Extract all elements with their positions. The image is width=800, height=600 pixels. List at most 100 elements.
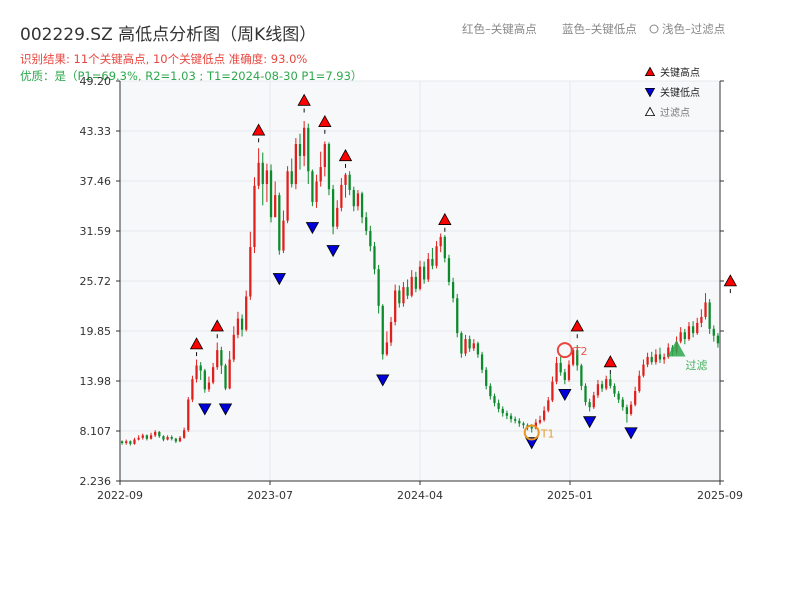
annotation-ring: [556, 342, 573, 359]
annotation-label: 过滤: [686, 359, 708, 372]
candle-body: [240, 318, 244, 330]
key-low-marker: [272, 273, 286, 286]
candle-body: [220, 350, 223, 366]
candle-body: [691, 326, 695, 334]
candle-body: [418, 266, 422, 289]
candle-body: [274, 195, 277, 218]
candle-body: [286, 171, 289, 221]
y-tick-label: 8.107: [80, 425, 112, 438]
candle-body: [402, 287, 405, 304]
key-high-marker: [570, 319, 584, 332]
candle-body: [356, 193, 360, 207]
candle-body: [654, 354, 657, 363]
candle-body: [480, 354, 484, 370]
candle-body: [563, 372, 566, 380]
key-high-marker: [189, 337, 204, 350]
candle-body: [547, 400, 550, 411]
candle-body: [530, 426, 533, 429]
hint-blue-text: 蓝色–关键低点: [562, 22, 637, 36]
candle-body: [154, 431, 157, 436]
candle-body: [551, 381, 554, 401]
candle-body: [336, 207, 339, 227]
x-tick-label: 2025-01: [547, 489, 593, 502]
candle-body: [331, 189, 335, 227]
candle-body: [476, 343, 480, 355]
y-tick-label: 49.20: [80, 75, 112, 88]
candle-body: [625, 407, 629, 415]
candle-body: [257, 162, 260, 186]
key-low-marker: [305, 222, 320, 235]
candle-body: [543, 410, 546, 420]
hint-red-text: 红色–关键高点: [462, 22, 537, 36]
candle-body: [534, 422, 537, 429]
key-high-marker: [438, 212, 452, 225]
candle-body: [207, 382, 211, 390]
candle-body: [716, 335, 720, 344]
candle-body: [162, 436, 165, 440]
key-low-marker: [624, 427, 638, 440]
candle-body: [323, 144, 326, 168]
key-high-marker: [210, 319, 224, 332]
recognition-result-text: 识别结果: 11个关键高点, 10个关键低点 准确度: 93.0%: [20, 52, 307, 66]
candle-body: [704, 302, 707, 317]
candle-body: [617, 393, 620, 400]
key-low-marker: [376, 374, 390, 387]
candle-body: [497, 402, 500, 409]
candle-body: [559, 362, 562, 373]
annotation-ring: [523, 424, 540, 441]
key-low-marker: [326, 245, 340, 258]
candle-body: [216, 350, 219, 368]
candle-body: [315, 181, 318, 202]
key-high-marker: [723, 274, 738, 287]
candle-body: [141, 435, 144, 438]
key-high-marker: [318, 114, 332, 128]
key-high-marker: [297, 93, 311, 106]
candle-body: [638, 375, 641, 392]
candle-body: [667, 347, 670, 357]
key-low-marker: [218, 403, 233, 416]
candle-body: [451, 282, 455, 299]
candle-body: [129, 441, 132, 444]
key-high-marker: [603, 355, 618, 368]
annotations: T1 T2 过滤: [523, 342, 708, 441]
candle-body: [307, 127, 310, 172]
x-tick-label: 2023-07: [247, 489, 293, 502]
x-tick-label: 2022-09: [97, 489, 143, 502]
annotation-label: T1: [540, 428, 555, 441]
quality-summary-text: 优质：是（P1=69.3%, R2=1.03 ; T1=2024-08-30 P…: [20, 69, 362, 83]
legend-marker-icon: [644, 66, 656, 76]
candle-body: [567, 364, 571, 380]
filtered-point-marker: [667, 340, 686, 357]
candle-body: [410, 276, 413, 296]
candle-body: [178, 437, 182, 442]
point-markers: [189, 93, 738, 450]
key-low-marker: [582, 416, 597, 429]
candle-body: [203, 370, 206, 390]
candle-body: [489, 385, 492, 397]
candle-body: [658, 354, 662, 360]
candle-body: [298, 144, 302, 156]
candle-body: [232, 334, 235, 360]
candle-body: [468, 339, 471, 349]
candle-body: [538, 419, 542, 423]
candle-body: [592, 395, 595, 408]
candle-body: [423, 266, 426, 280]
candle-body: [439, 236, 442, 247]
candle-body: [456, 298, 459, 334]
candle-body: [352, 190, 355, 207]
candle-body: [174, 438, 177, 442]
candle-body: [253, 185, 256, 248]
candle-body: [621, 399, 624, 408]
candle-body: [485, 369, 488, 386]
legend-label: 关键低点: [660, 86, 700, 99]
candle-body: [406, 287, 409, 296]
candle-body: [360, 193, 364, 218]
candle-body: [555, 362, 558, 382]
candle-body: [600, 384, 604, 389]
candle-body: [385, 342, 389, 355]
key-low-marker: [198, 403, 212, 416]
candle-body: [294, 144, 297, 185]
candle-body: [493, 396, 496, 403]
